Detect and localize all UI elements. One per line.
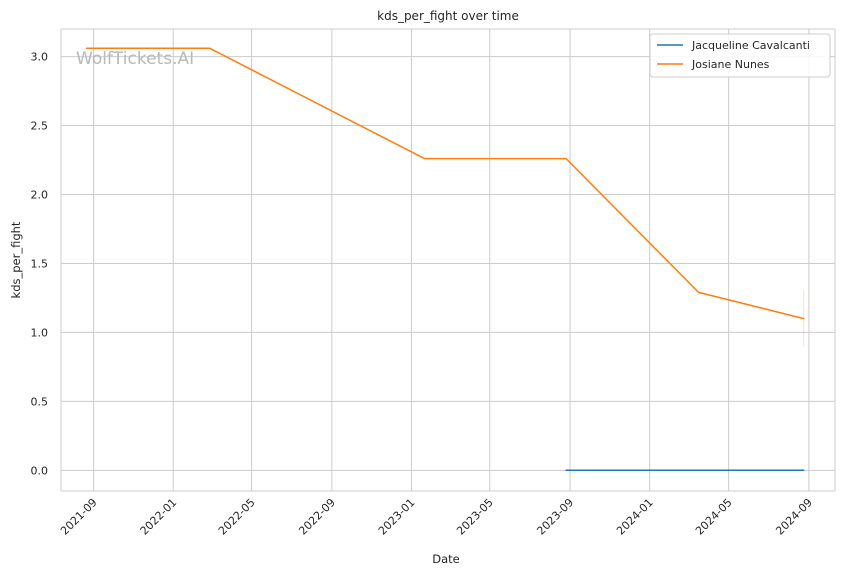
- x-tick-label: 2024-05: [693, 496, 735, 538]
- x-tick-label: 2022-01: [138, 496, 180, 538]
- series-lines: [85, 47, 805, 472]
- x-axis-label: Date: [432, 552, 460, 566]
- x-tick-labels: 2021-09 2022-01 2022-05 2022-09 2023-01 2023-…: [58, 496, 815, 538]
- grid: [61, 29, 835, 491]
- chart-title: kds_per_fight over time: [377, 9, 519, 23]
- y-tick-label: 0.0: [31, 464, 49, 477]
- watermark: WolfTickets.AI: [76, 49, 194, 69]
- y-tick-labels: 0.0 0.5 1.0 1.5 2.0 2.5 3.0: [31, 51, 49, 478]
- y-axis-label: kds_per_fight: [9, 221, 23, 298]
- y-tick-label: 3.0: [31, 51, 49, 64]
- legend-box: [649, 33, 831, 78]
- plot-frame: [60, 28, 836, 492]
- y-tick-label: 0.5: [31, 395, 49, 408]
- y-tick-label: 2.5: [31, 120, 49, 133]
- x-tick-label: 2022-09: [296, 496, 338, 538]
- x-tick-label: 2021-09: [58, 496, 100, 538]
- x-tick-label: 2024-09: [773, 496, 815, 538]
- series-line-josiane-nunes: [85, 47, 805, 320]
- legend-label-josiane-nunes: Josiane Nunes: [691, 58, 770, 71]
- x-tick-label: 2023-05: [454, 496, 496, 538]
- legend: Jacqueline Cavalcanti Josiane Nunes: [649, 33, 831, 78]
- legend-label-jacqueline-cavalcanti: Jacqueline Cavalcanti: [691, 39, 810, 52]
- x-tick-label: 2024-01: [614, 496, 656, 538]
- x-tick-label: 2022-05: [216, 496, 258, 538]
- x-tick-label: 2023-01: [376, 496, 418, 538]
- y-tick-label: 2.0: [31, 188, 49, 201]
- plot-area: [60, 28, 836, 492]
- y-tick-label: 1.0: [31, 326, 49, 339]
- y-tick-label: 1.5: [31, 257, 49, 270]
- x-tick-label: 2023-09: [534, 496, 576, 538]
